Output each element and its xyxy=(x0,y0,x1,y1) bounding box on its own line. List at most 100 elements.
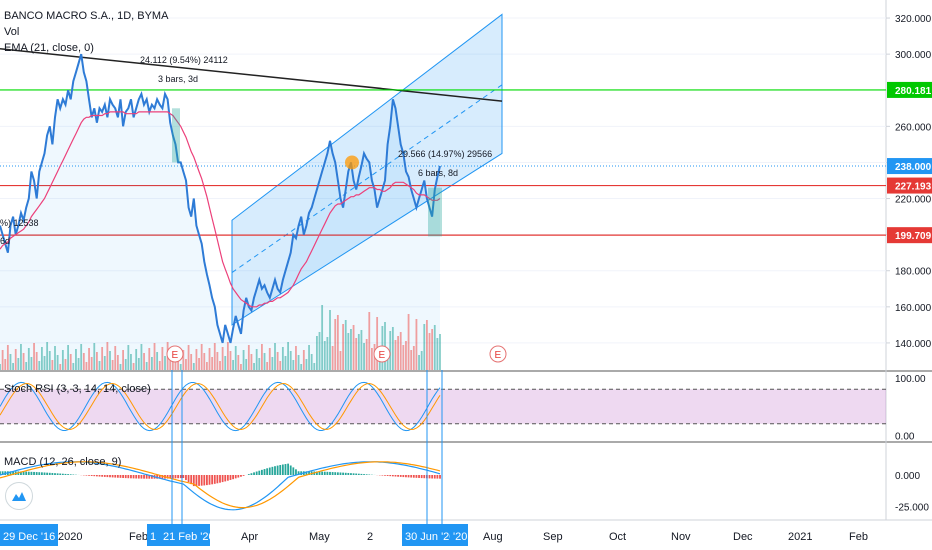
volume-bar xyxy=(258,358,261,370)
price-axis-label xyxy=(887,81,932,98)
volume-bar xyxy=(153,343,156,370)
macd-histogram-bar xyxy=(399,475,402,477)
volume-bar xyxy=(321,305,324,370)
volume-bar xyxy=(365,339,368,370)
volume-bar xyxy=(394,340,397,370)
series-line-ema[interactable] xyxy=(0,111,441,308)
macd-histogram-bar xyxy=(274,466,276,475)
volume-bar xyxy=(151,357,153,370)
volume-bar xyxy=(198,358,200,370)
earnings-marker[interactable] xyxy=(489,345,507,363)
volume-bar xyxy=(357,334,360,370)
volume-bar xyxy=(124,359,127,370)
volume-bar xyxy=(232,360,234,370)
macd-histogram-bar xyxy=(276,465,279,475)
price-axis-label-text: 227.193 xyxy=(895,182,932,193)
volume-bar xyxy=(355,338,358,370)
earnings-marker[interactable] xyxy=(166,345,184,363)
volume-bar xyxy=(190,354,193,370)
macd-histogram-bar xyxy=(323,471,326,475)
trend-line xyxy=(0,47,503,102)
volume-bar xyxy=(407,314,410,370)
macd-histogram-bar xyxy=(98,475,101,477)
volume-bar xyxy=(140,344,143,370)
volume-bar xyxy=(109,351,111,370)
earnings-marker-label: E xyxy=(379,350,386,361)
volume-bar xyxy=(405,341,407,370)
volume-bar xyxy=(261,344,263,370)
volume-bar xyxy=(48,351,51,370)
macd-histogram-bar xyxy=(402,475,405,478)
macd-histogram-bar xyxy=(279,465,282,475)
macd-histogram-bar xyxy=(229,475,232,480)
volume-bar xyxy=(250,354,253,370)
macd-histogram-bar xyxy=(33,471,35,475)
volume-bar xyxy=(35,352,38,370)
stoch-k-line xyxy=(0,381,441,432)
volume-bar xyxy=(229,351,232,370)
macd-histogram-bar xyxy=(93,475,96,477)
macd-histogram-bar xyxy=(384,475,386,476)
macd-histogram-bar xyxy=(268,467,271,475)
volume-bar xyxy=(179,364,182,370)
macd-histogram-bar xyxy=(25,471,28,475)
volume-bar xyxy=(410,350,413,370)
volume-label: Vol xyxy=(4,26,20,38)
earnings-marker-label: E xyxy=(172,350,179,361)
macd-histogram-bar xyxy=(318,471,321,475)
macd-histogram-bar xyxy=(103,475,106,477)
volume-bar xyxy=(85,362,88,370)
volume-bar xyxy=(56,355,59,370)
volume-bar xyxy=(289,351,292,370)
stoch-tick-label: 0.00 xyxy=(895,431,915,442)
macd-histogram-bar xyxy=(281,464,284,475)
time-axis-highlight xyxy=(0,524,58,546)
series-line-price[interactable] xyxy=(0,53,441,344)
volume-bar xyxy=(266,362,269,370)
volume-bar xyxy=(122,350,124,370)
macd-histogram-bar xyxy=(190,475,193,485)
volume-bar xyxy=(423,324,426,370)
macd-histogram-bar xyxy=(67,474,69,475)
time-axis-highlight-label: 30 Jun '20 xyxy=(405,531,455,543)
volume-bar xyxy=(281,347,284,370)
macd-histogram-bar xyxy=(109,475,111,478)
price-tick-label: 180.000 xyxy=(895,267,932,278)
annotation-measure-1-bars: 3 bars, 3d xyxy=(158,74,198,84)
macd-histogram-bar xyxy=(169,475,172,479)
time-axis-label: Oct xyxy=(609,531,626,543)
time-axis-label: 2020 xyxy=(58,531,82,543)
macd-histogram-bar xyxy=(363,474,365,475)
volume-bar xyxy=(318,332,321,370)
macd-histogram-bar xyxy=(352,473,355,475)
macd-histogram-bar xyxy=(171,475,174,479)
volume-bar xyxy=(300,364,303,370)
macd-histogram-bar xyxy=(211,475,214,485)
macd-histogram-bar xyxy=(64,473,67,475)
volume-bar xyxy=(271,357,274,370)
macd-histogram-bar xyxy=(247,474,250,475)
macd-histogram-bar xyxy=(258,470,261,475)
tradingview-logo[interactable] xyxy=(5,482,33,510)
macd-histogram-bar xyxy=(405,475,407,478)
price-axis-label-text: 280.181 xyxy=(895,86,932,97)
macd-histogram-bar xyxy=(1,471,4,475)
macd-histogram-bar xyxy=(261,469,263,475)
volume-bar xyxy=(106,342,109,370)
time-axis-highlight-label: 1 xyxy=(150,531,156,543)
volume-bar xyxy=(242,350,245,370)
volume-bar xyxy=(208,348,211,370)
macd-histogram-bar xyxy=(287,463,289,475)
macd-histogram-bar xyxy=(101,475,104,477)
volume-bar xyxy=(148,348,151,370)
volume-bar xyxy=(88,348,90,370)
earnings-marker[interactable] xyxy=(373,345,391,363)
volume-bar xyxy=(143,353,145,370)
macd-histogram-bar xyxy=(295,469,297,475)
volume-bar xyxy=(30,357,33,370)
chart-title: BANCO MACRO S.A., 1D, BYMA xyxy=(4,10,169,22)
volume-bar xyxy=(80,344,83,370)
macd-histogram-bar xyxy=(130,475,132,479)
volume-bar xyxy=(431,329,434,370)
